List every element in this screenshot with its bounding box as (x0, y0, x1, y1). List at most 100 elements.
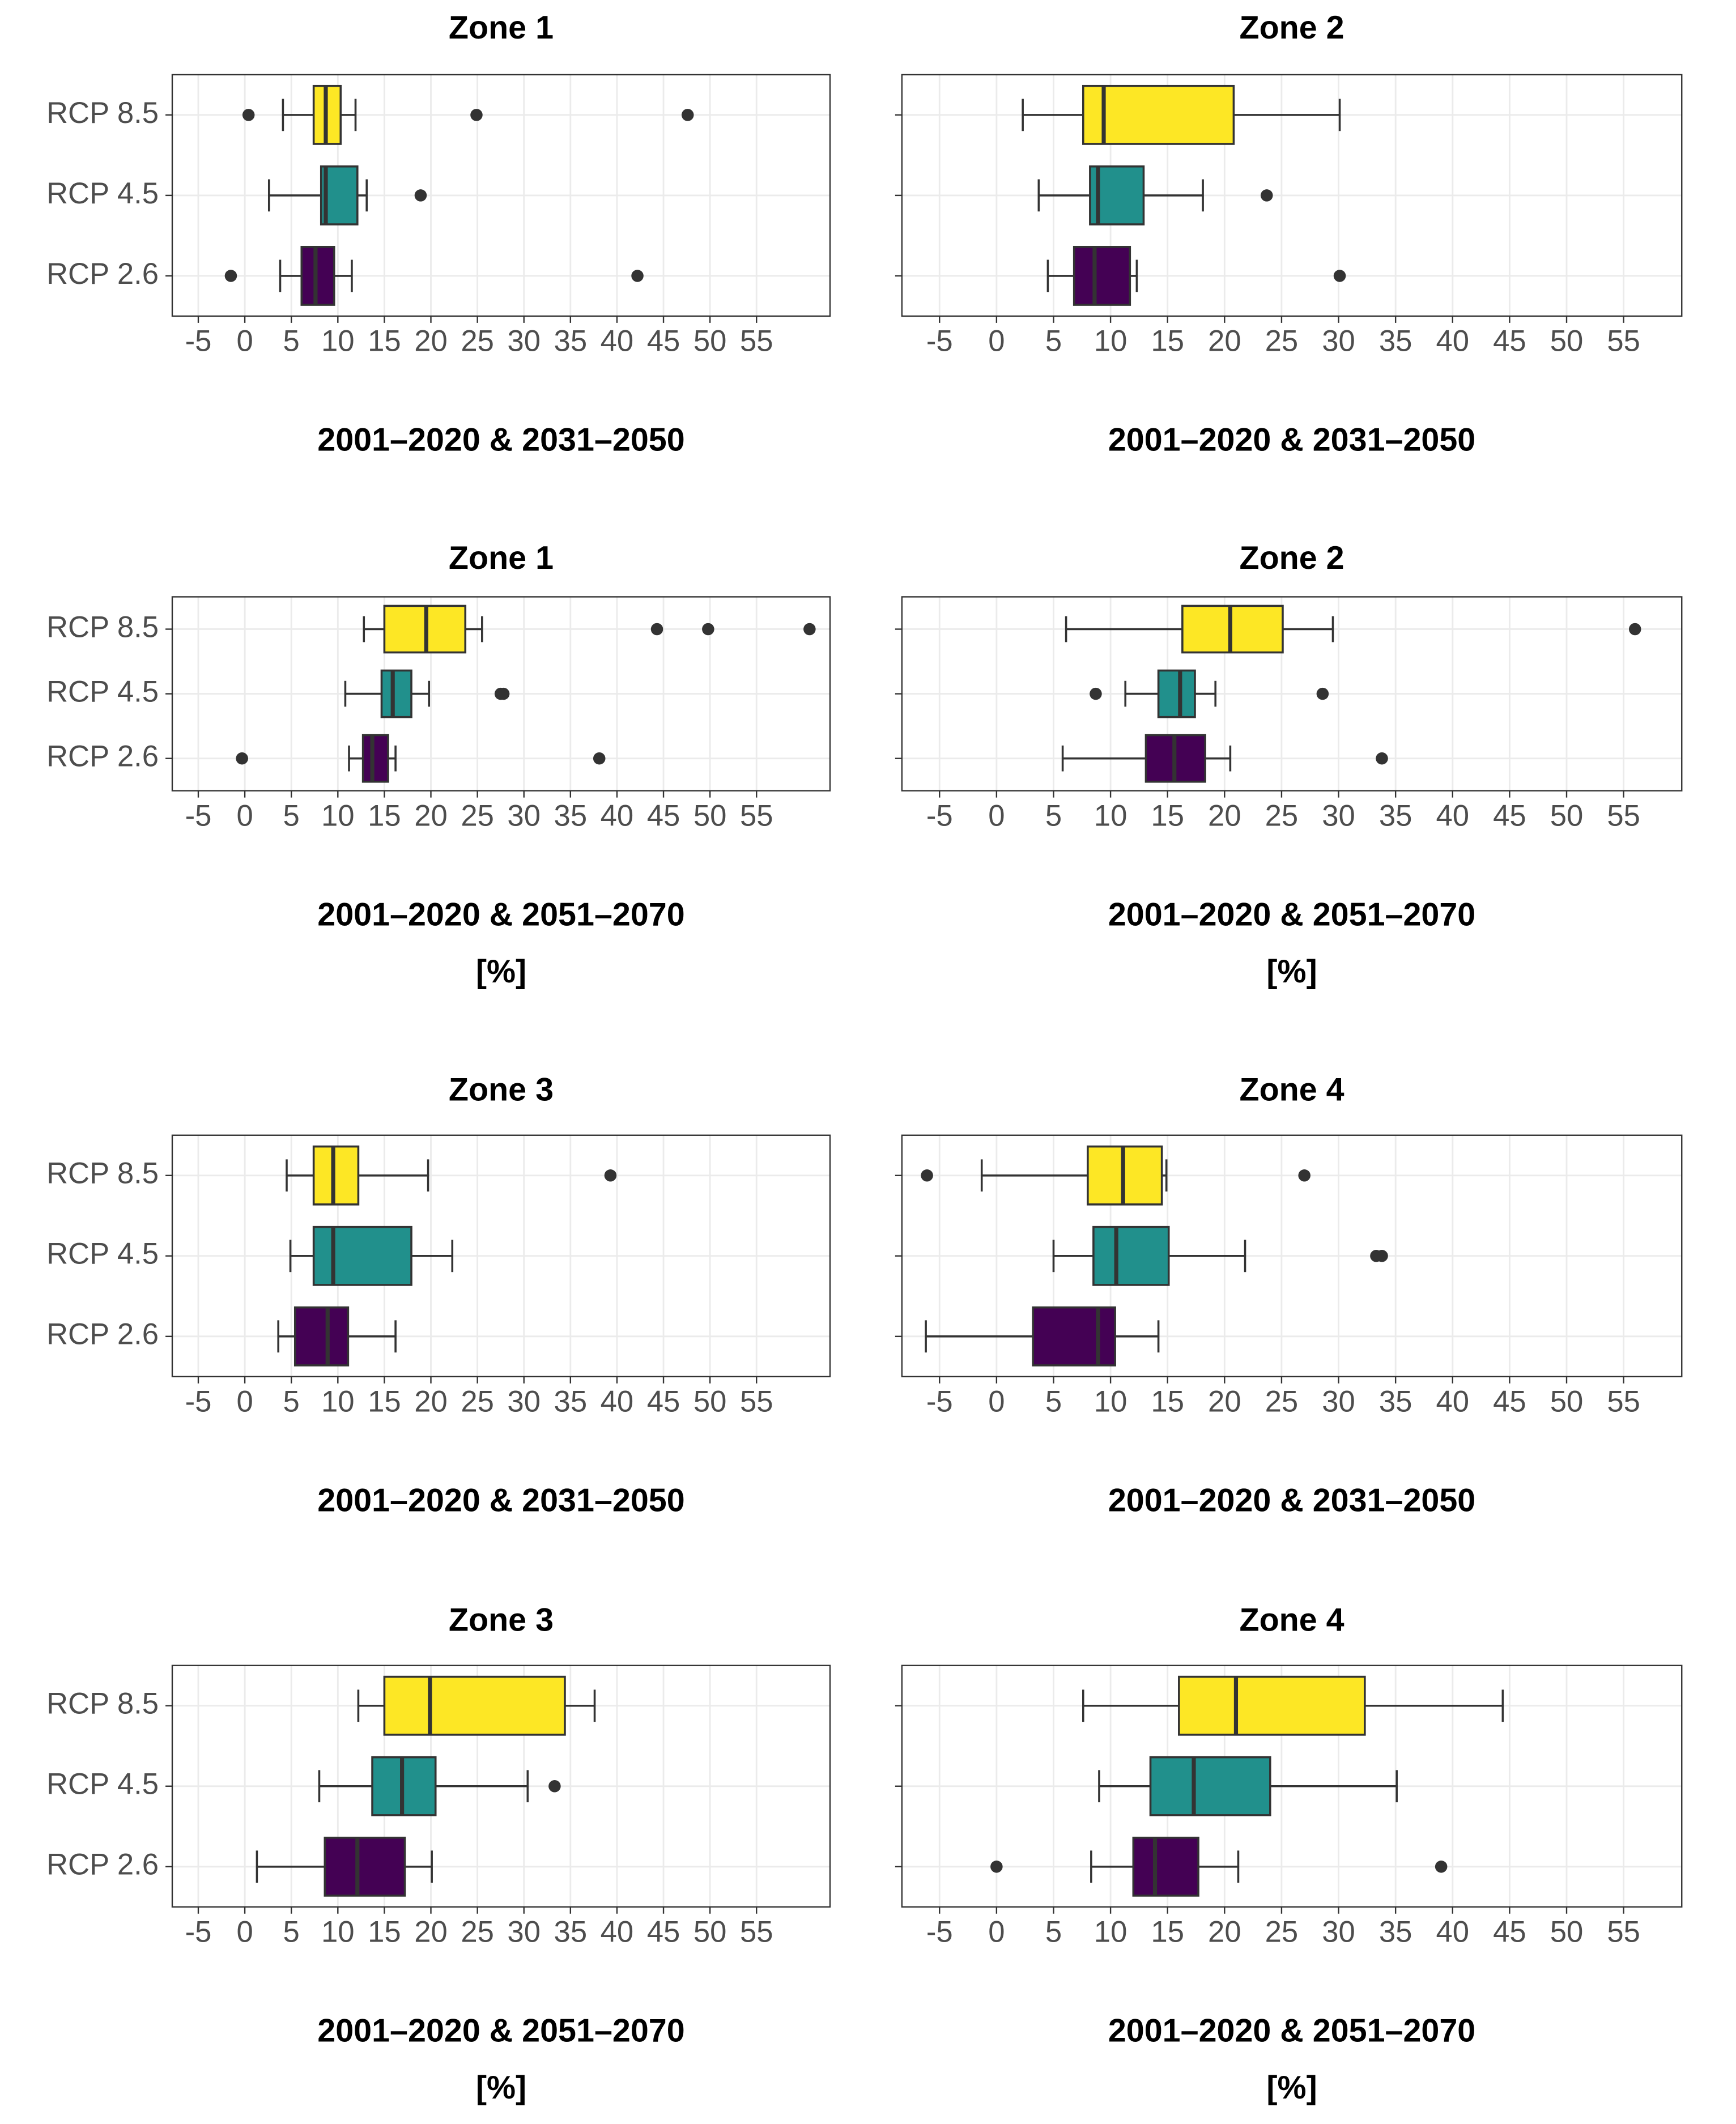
x-tick-label: 55 (1607, 1916, 1640, 1949)
panel-title: Zone 4 (1239, 1602, 1344, 1638)
whisker-low (267, 179, 321, 212)
x-axis-label: [%] (1266, 954, 1317, 990)
outlier (242, 109, 255, 121)
outlier (604, 1169, 617, 1182)
x-tick-label: 30 (1322, 1385, 1355, 1419)
outlier (990, 1861, 1003, 1873)
whisker-high (1270, 1770, 1398, 1803)
outlier (593, 752, 606, 765)
whisker-high (465, 616, 483, 642)
whisker-high (1205, 745, 1232, 772)
x-tick-label: 0 (236, 1385, 253, 1419)
whisker-high (357, 179, 368, 212)
x-tick-label: 25 (1265, 1916, 1299, 1949)
plot-border (171, 596, 831, 791)
x-tick-label: 20 (1208, 1916, 1241, 1949)
x-tick-label: 0 (236, 1916, 253, 1949)
x-tick-label: 10 (321, 799, 355, 833)
x-tick-label: 10 (321, 325, 355, 358)
x-axis-label: [%] (1266, 2070, 1317, 2106)
plot-border (171, 1134, 831, 1378)
x-axis-label: 2001–2020 & 2031–2050 (317, 1483, 684, 1519)
whisker-low (1061, 745, 1146, 772)
x-tick-label: 15 (1151, 1916, 1184, 1949)
plot-border (901, 1665, 1683, 1908)
x-tick-label: 30 (507, 799, 541, 833)
x-tick-label: 35 (1379, 799, 1412, 833)
panel-title: Zone 2 (1239, 10, 1344, 46)
box (1149, 1756, 1271, 1816)
panel: Zone 3 -5 0 5 10 15 20 25 30 35 40 45 50 55 RCP 8.5 RCP… (46, 1071, 831, 1519)
x-tick-label: 15 (1151, 799, 1184, 833)
whisker-high (435, 1770, 529, 1803)
x-tick-label: 5 (283, 799, 300, 833)
whisker-high (334, 259, 353, 292)
x-tick-label: 50 (693, 799, 727, 833)
x-tick-label: 35 (554, 799, 588, 833)
x-tick-label: -5 (185, 1385, 212, 1419)
whisker-low (1022, 99, 1083, 131)
whisker-low (277, 1320, 295, 1353)
x-axis-label: 2001–2020 & 2031–2050 (1108, 422, 1475, 458)
x-tick-label: -5 (185, 1916, 212, 1949)
whisker-low (286, 1159, 314, 1192)
whisker-high (1195, 680, 1217, 707)
box (1178, 1675, 1366, 1736)
x-tick-label: 15 (1151, 1385, 1184, 1419)
x-tick-label: 50 (1550, 1385, 1584, 1419)
plot-border (171, 74, 831, 317)
x-tick-label: -5 (926, 325, 953, 358)
outlier (224, 270, 237, 282)
x-tick-label: 40 (601, 325, 634, 358)
x-tick-label: 30 (1322, 325, 1355, 358)
y-tick-label: RCP 2.6 (46, 1318, 159, 1351)
x-tick-label: 25 (461, 1916, 494, 1949)
y-tick-label: RCP 4.5 (46, 177, 159, 210)
box (300, 245, 335, 306)
x-tick-label: 25 (461, 1385, 494, 1419)
x-tick-label: -5 (185, 799, 212, 833)
panel-title: Zone 2 (1239, 540, 1344, 576)
x-tick-label: 0 (236, 325, 253, 358)
outlier (470, 109, 483, 121)
x-tick-label: 30 (507, 1385, 541, 1419)
x-tick-label: 20 (414, 325, 448, 358)
y-tick-label: RCP 4.5 (46, 1768, 159, 1801)
whisker-high (1198, 1850, 1240, 1883)
whisker-high (1115, 1320, 1160, 1353)
x-tick-label: 20 (1208, 799, 1241, 833)
whisker-high (411, 680, 431, 707)
whisker-high (358, 1159, 429, 1192)
x-tick-label: 25 (1265, 799, 1299, 833)
panel: Zone 2 -5 0 5 10 15 20 25 30 35 40 45 50 55 2001–2020 … (895, 540, 1683, 990)
x-tick-label: 40 (601, 1916, 634, 1949)
x-tick-label: 45 (647, 1916, 680, 1949)
x-tick-label: 45 (1493, 799, 1526, 833)
outlier (548, 1780, 561, 1793)
x-tick-label: 5 (1045, 325, 1062, 358)
box (1092, 1225, 1170, 1286)
panel-title: Zone 4 (1239, 1071, 1344, 1108)
whisker-low (282, 99, 314, 131)
x-axis-label: 2001–2020 & 2031–2050 (317, 422, 684, 458)
x-tick-label: 0 (236, 799, 253, 833)
box (380, 669, 412, 718)
whisker-low (289, 1240, 314, 1272)
box (361, 734, 389, 783)
box (1157, 669, 1196, 718)
x-tick-label: -5 (926, 1916, 953, 1949)
outlier (497, 687, 510, 700)
x-tick-label: 35 (554, 1385, 588, 1419)
x-tick-label: 15 (368, 1385, 401, 1419)
whisker-low (344, 680, 382, 707)
x-axis-label: [%] (476, 2070, 526, 2106)
y-tick-label: RCP 8.5 (46, 610, 159, 644)
x-tick-label: 10 (321, 1385, 355, 1419)
x-axis-label: 2001–2020 & 2051–2070 (1108, 2013, 1475, 2049)
box (312, 1225, 412, 1286)
x-tick-label: 0 (988, 799, 1005, 833)
y-tick-label: RCP 4.5 (46, 675, 159, 709)
x-tick-label: -5 (926, 799, 953, 833)
outlier (803, 623, 816, 636)
